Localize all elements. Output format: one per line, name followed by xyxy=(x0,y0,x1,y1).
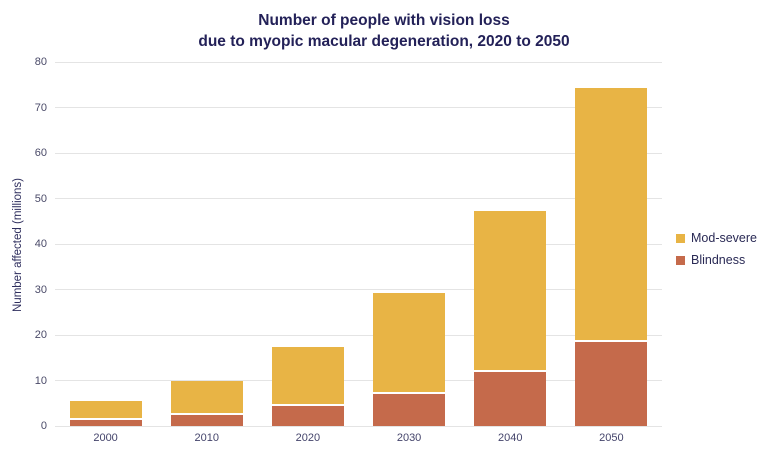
bar-2030-mod-severe xyxy=(373,293,446,394)
x-tick-label-2010: 2010 xyxy=(194,432,219,444)
x-tick-label-2020: 2020 xyxy=(295,432,321,444)
x-tick-label-2050: 2050 xyxy=(599,432,624,444)
legend: Mod-severe Blindness xyxy=(676,231,757,275)
y-tick-label-40: 40 xyxy=(34,238,47,250)
legend-label-blindness: Blindness xyxy=(691,253,746,267)
gridline-y-50 xyxy=(55,198,662,199)
bar-2030-blindness xyxy=(373,393,446,426)
y-tick-label-20: 20 xyxy=(34,329,47,341)
chart-title-line2: due to myopic macular degeneration, 2020… xyxy=(198,33,570,50)
bar-2010-blindness xyxy=(170,414,243,426)
gridline-y-60 xyxy=(55,152,662,154)
gridline-y-80 xyxy=(55,61,662,63)
gridline-y-30 xyxy=(55,289,662,290)
mod-severe-swatch-icon xyxy=(676,233,685,243)
x-tick-label-2040: 2040 xyxy=(498,432,523,444)
y-tick-label-10: 10 xyxy=(34,374,47,387)
y-tick-label-70: 70 xyxy=(34,101,47,114)
bar-2010-mod-severe xyxy=(170,380,243,415)
y-tick-label-80: 80 xyxy=(34,56,47,68)
bar-2040-blindness xyxy=(474,371,547,426)
chart-title: Number of people with vision loss due to… xyxy=(0,10,768,52)
x-tick-label-2030: 2030 xyxy=(396,432,422,444)
y-tick-label-50: 50 xyxy=(34,192,47,205)
y-tick-label-30: 30 xyxy=(34,283,47,296)
bar-2000-mod-severe xyxy=(69,401,142,421)
gridline-y-40 xyxy=(55,243,662,245)
blindness-swatch-icon xyxy=(676,255,685,265)
bar-2020-blindness xyxy=(271,406,344,426)
legend-item-mod-severe: Mod-severe xyxy=(676,231,757,245)
bar-2050-mod-severe xyxy=(575,88,648,342)
plot-area xyxy=(55,61,662,427)
legend-item-blindness: Blindness xyxy=(676,253,757,267)
gridline-y-0 xyxy=(55,425,662,427)
bar-2050-blindness xyxy=(575,341,648,426)
bar-2040-mod-severe xyxy=(474,210,547,372)
x-tick-label-2000: 2000 xyxy=(93,432,118,444)
bar-2020-mod-severe xyxy=(271,347,344,407)
gridline-y-10 xyxy=(55,380,662,381)
bar-2000-blindness xyxy=(69,420,142,426)
gridline-y-70 xyxy=(55,107,662,108)
y-tick-label-60: 60 xyxy=(34,147,47,159)
y-tick-label-0: 0 xyxy=(40,420,47,432)
legend-label-mod-severe: Mod-severe xyxy=(691,231,757,245)
gridline-y-20 xyxy=(55,334,662,336)
chart-title-line1: Number of people with vision loss xyxy=(258,12,510,29)
